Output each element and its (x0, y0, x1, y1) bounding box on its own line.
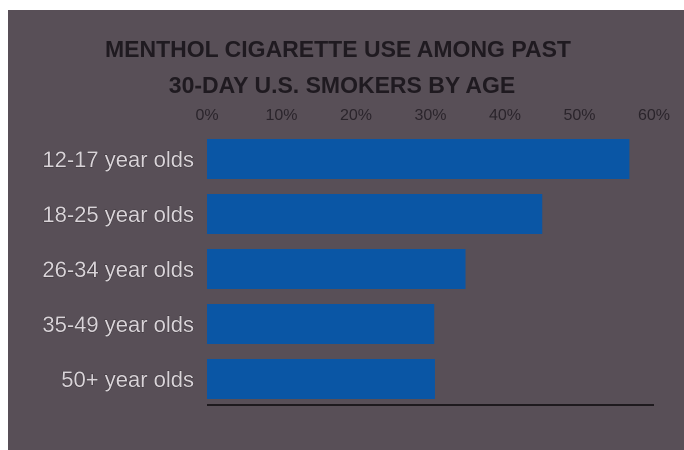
x-axis-ticks: 0% 10% 20% 30% 40% 50% 60% (195, 107, 670, 124)
bar (207, 139, 630, 179)
x-tick-label: 20% (340, 107, 372, 124)
x-tick-label: 50% (563, 107, 595, 124)
category-labels: 12-17 year olds 18-25 year olds 26-34 year… (42, 147, 194, 393)
chart-panel: MENTHOL CIGARETTE USE AMONG PAST 30-DAY … (8, 10, 684, 450)
category-label: 26-34 year olds (42, 257, 194, 282)
bar-chart: MENTHOL CIGARETTE USE AMONG PAST 30-DAY … (42, 36, 670, 406)
bar (207, 304, 435, 344)
chart-title-line-2: 30-DAY U.S. SMOKERS BY AGE (169, 72, 515, 98)
x-tick-label: 0% (195, 107, 218, 124)
category-label: 18-25 year olds (42, 202, 194, 227)
bar (207, 359, 435, 399)
chart-title-line-1: MENTHOL CIGARETTE USE AMONG PAST (105, 36, 571, 62)
category-label: 12-17 year olds (42, 147, 194, 172)
x-tick-label: 40% (489, 107, 521, 124)
bars (207, 139, 630, 399)
x-tick-label: 60% (638, 107, 670, 124)
bar (207, 194, 543, 234)
category-label: 50+ year olds (61, 367, 194, 392)
category-label: 35-49 year olds (42, 312, 194, 337)
bar (207, 249, 466, 289)
x-tick-label: 10% (265, 107, 297, 124)
x-tick-label: 30% (414, 107, 446, 124)
